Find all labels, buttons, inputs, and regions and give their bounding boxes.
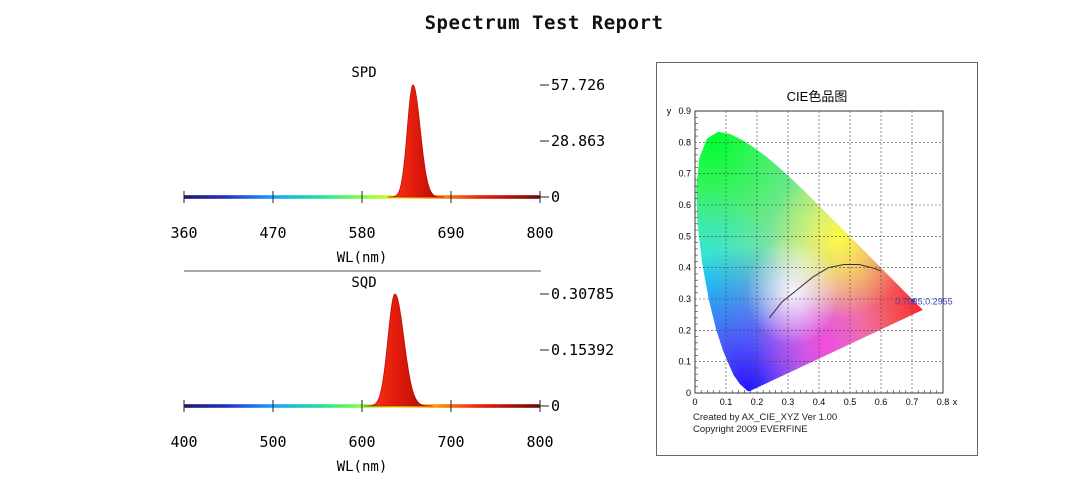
cie-y-axis-label: y bbox=[667, 106, 672, 116]
planckian-locus bbox=[769, 264, 882, 319]
sqd-y-tick-label: 0.15392 bbox=[551, 341, 614, 359]
spd-x-tick-label: 360 bbox=[170, 224, 197, 242]
spd-x-tick-label: 580 bbox=[348, 224, 375, 242]
spd-y-tick-label: 28.863 bbox=[551, 132, 605, 150]
cie-footer-copyright: Copyright 2009 EVERFINE bbox=[693, 424, 808, 435]
sqd-x-axis-label: WL(nm) bbox=[337, 459, 388, 475]
sqd-y-tick-label: 0.30785 bbox=[551, 285, 614, 303]
sqd-x-tick-label: 600 bbox=[348, 433, 375, 451]
cie-title: CIE色品图 bbox=[787, 89, 848, 104]
sqd-x-tick-label: 800 bbox=[526, 433, 553, 451]
spd-x-tick-label: 690 bbox=[437, 224, 464, 242]
cie-x-axis-label: x bbox=[953, 397, 958, 407]
sqd-x-tick-label: 500 bbox=[259, 433, 286, 451]
cie-y-tick-label: 0.6 bbox=[678, 200, 691, 210]
spd-y-tick-label: 57.726 bbox=[551, 76, 605, 94]
cie-grid: 0 0.1 0.2 0.3 0.4 0.5 0.6 0.7 0.8 0 0.1 0.2 0.3 0.4 0.… bbox=[667, 106, 958, 407]
spd-title: SPD bbox=[351, 65, 376, 81]
cie-y-tick-label: 0.4 bbox=[678, 263, 691, 273]
cie-marks: 0.7035,0.2955 bbox=[769, 264, 953, 319]
cie-panel: CIE色品图 0 0.1 0.2 0.3 0.4 0.5 0.6 0.7 0.8 0 0.1 0.2 0… bbox=[656, 62, 978, 456]
spd-y-tick-label: 0 bbox=[551, 188, 560, 206]
sqd-x-tick-label: 400 bbox=[170, 433, 197, 451]
sqd-peak-area bbox=[364, 293, 433, 407]
cie-x-tick-label: 0 bbox=[692, 397, 697, 407]
spd-x-tick-label: 470 bbox=[259, 224, 286, 242]
cie-x-tick-label: 0.5 bbox=[844, 397, 857, 407]
spd-x-axis-label: WL(nm) bbox=[337, 250, 388, 266]
cie-chromaticity-point bbox=[911, 298, 916, 303]
spd-peak-area bbox=[387, 84, 444, 198]
sqd-y-tick-label: 0 bbox=[551, 397, 560, 415]
cie-y-tick-label: 0.2 bbox=[678, 325, 691, 335]
cie-x-tick-label: 0.8 bbox=[937, 397, 950, 407]
cie-y-tick-label: 0.3 bbox=[678, 294, 691, 304]
cie-point-label: 0.7035,0.2955 bbox=[895, 296, 953, 306]
cie-y-tick-label: 0.1 bbox=[678, 357, 691, 367]
gamut-layer bbox=[696, 131, 923, 392]
cie-x-tick-label: 0.4 bbox=[813, 397, 826, 407]
sqd-chart: SQD 400 500 600 700 800 WL(nm) 0.30785 0.15392 0 bbox=[170, 275, 614, 475]
spd-x-tick-label: 800 bbox=[526, 224, 553, 242]
cie-y-tick-label: 0.8 bbox=[678, 137, 691, 147]
sqd-x-tick-label: 700 bbox=[437, 433, 464, 451]
cie-x-tick-label: 0.7 bbox=[906, 397, 919, 407]
cie-y-tick-label: 0.9 bbox=[678, 106, 691, 116]
cie-y-tick-label: 0.7 bbox=[678, 169, 691, 179]
cie-x-tick-label: 0.1 bbox=[720, 397, 733, 407]
cie-color-gamut bbox=[696, 131, 923, 392]
cie-diagram: CIE色品图 0 0.1 0.2 0.3 0.4 0.5 0.6 0.7 0.800.10.20… bbox=[667, 89, 958, 435]
sqd-title: SQD bbox=[351, 275, 376, 291]
cie-x-tick-label: 0.2 bbox=[751, 397, 764, 407]
cie-y-tick-label: 0 bbox=[686, 388, 691, 398]
cie-footer-created: Created by AX_CIE_XYZ Ver 1.00 bbox=[693, 412, 837, 423]
cie-x-tick-label: 0.6 bbox=[875, 397, 888, 407]
spd-chart: SPD 360 470 580 690 800 WL(nm) 57.726 28.863 0 bbox=[170, 65, 605, 266]
report-title: Spectrum Test Report bbox=[424, 12, 664, 34]
cie-y-tick-label: 0.5 bbox=[678, 231, 691, 241]
cie-x-tick-label: 0.3 bbox=[782, 397, 795, 407]
